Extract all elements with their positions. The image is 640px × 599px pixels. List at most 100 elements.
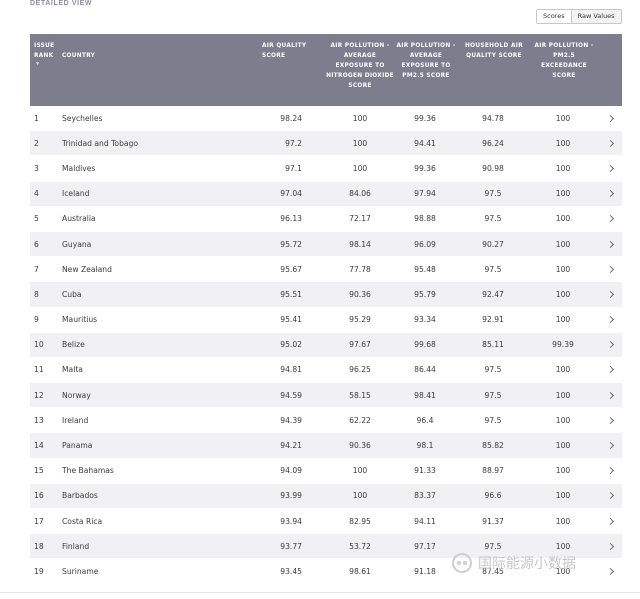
chevron-right-icon[interactable] xyxy=(604,509,616,533)
table-row[interactable]: 12 Norway 94.59 58.15 98.41 97.5 100 xyxy=(30,383,622,409)
table-row[interactable]: 9 Mauritius 95.41 95.29 93.34 92.91 100 xyxy=(30,307,622,333)
table-row[interactable]: 5 Australia 96.13 72.17 98.88 97.5 100 xyxy=(30,206,622,232)
cell-aq: 95.02 xyxy=(280,340,302,350)
cell-house: 85.82 xyxy=(482,441,504,451)
cell-exc: 100 xyxy=(555,516,571,526)
table-row[interactable]: 17 Costa Rica 93.94 82.95 94.11 91.37 100 xyxy=(30,509,622,535)
column-header-no2[interactable]: AIR POLLUTION - AVERAGE EXPOSURE TO NITR… xyxy=(326,43,394,89)
cell-pm: 99.36 xyxy=(414,113,436,123)
table-header: ISSUE RANK ▼ COUNTRY AIR QUALITY SCORE A… xyxy=(30,34,622,106)
cell-house: 94.78 xyxy=(482,113,504,123)
section-title: DETAILED VIEW xyxy=(30,0,93,7)
cell-no2: 98.14 xyxy=(349,239,371,249)
scores-toggle-button[interactable]: Scores xyxy=(537,10,571,23)
cell-country: Panama xyxy=(62,441,93,451)
chevron-right-icon[interactable] xyxy=(604,131,616,155)
column-header-air-quality[interactable]: AIR QUALITY SCORE xyxy=(262,43,307,59)
column-header-household[interactable]: HOUSEHOLD AIR QUALITY SCORE xyxy=(465,43,523,59)
chevron-right-icon[interactable] xyxy=(604,408,616,432)
chevron-right-icon[interactable] xyxy=(604,182,616,206)
cell-rank: 14 xyxy=(34,441,44,451)
chevron-right-icon[interactable] xyxy=(604,358,616,382)
cell-aq: 98.24 xyxy=(280,113,302,123)
table-row[interactable]: 16 Barbados 93.99 100 83.37 96.6 100 xyxy=(30,483,622,509)
cell-rank: 1 xyxy=(34,113,39,123)
chevron-right-icon[interactable] xyxy=(604,433,616,457)
table-row[interactable]: 1 Seychelles 98.24 100 99.36 94.78 100 xyxy=(30,106,622,132)
cell-house: 97.5 xyxy=(484,365,502,375)
cell-pm: 96.09 xyxy=(414,239,436,249)
cell-exc: 100 xyxy=(555,415,571,425)
column-header-pm25[interactable]: AIR POLLUTION - AVERAGE EXPOSURE TO PM2.… xyxy=(396,43,456,79)
cell-country: Maldives xyxy=(62,163,96,173)
table-row[interactable]: 2 Trinidad and Tobago 97.2 100 94.41 96.24 100 xyxy=(30,131,622,157)
chevron-right-icon[interactable] xyxy=(604,232,616,256)
column-header-exceedance[interactable]: AIR POLLUTION - PM2.5 EXCEEDANCE SCORE xyxy=(534,43,594,79)
cell-house: 91.37 xyxy=(482,516,504,526)
table-row[interactable]: 15 The Bahamas 94.09 100 91.33 88.97 100 xyxy=(30,458,622,484)
cell-exc: 100 xyxy=(555,214,571,224)
cell-exc: 100 xyxy=(555,113,571,123)
cell-rank: 13 xyxy=(34,415,44,425)
chevron-right-icon[interactable] xyxy=(604,308,616,332)
chevron-right-icon[interactable] xyxy=(604,282,616,306)
chevron-right-icon[interactable] xyxy=(604,459,616,483)
cell-pm: 97.94 xyxy=(414,189,436,199)
table-row[interactable]: 3 Maldives 97.1 100 99.36 90.98 100 xyxy=(30,156,622,182)
cell-exc: 100 xyxy=(555,441,571,451)
cell-pm: 91.33 xyxy=(414,466,436,476)
table-row[interactable]: 18 Finland 93.77 53.72 97.17 97.5 100 xyxy=(30,534,622,560)
cell-no2: 90.36 xyxy=(349,441,371,451)
chevron-right-icon[interactable] xyxy=(604,333,616,357)
cell-house: 90.98 xyxy=(482,163,504,173)
table-row[interactable]: 8 Cuba 95.51 90.36 95.79 92.47 100 xyxy=(30,282,622,308)
cell-country: Norway xyxy=(62,390,91,400)
cell-exc: 99.39 xyxy=(552,340,574,350)
cell-exc: 100 xyxy=(555,163,571,173)
cell-rank: 18 xyxy=(34,541,44,551)
cell-country: The Bahamas xyxy=(62,466,114,476)
cell-no2: 90.36 xyxy=(349,289,371,299)
chevron-right-icon[interactable] xyxy=(604,106,616,130)
table-row[interactable]: 7 New Zealand 95.67 77.78 95.48 97.5 100 xyxy=(30,257,622,283)
cell-country: Guyana xyxy=(62,239,92,249)
cell-country: Finland xyxy=(62,541,90,551)
chevron-right-icon[interactable] xyxy=(604,559,616,583)
table-row[interactable]: 11 Malta 94.81 96.25 86.44 97.5 100 xyxy=(30,357,622,384)
table-row[interactable]: 6 Guyana 95.72 98.14 96.09 90.27 100 xyxy=(30,231,622,258)
cell-house: 96.24 xyxy=(482,138,504,148)
cell-aq: 97.2 xyxy=(285,138,302,148)
cell-house: 96.6 xyxy=(484,491,502,501)
cell-pm: 86.44 xyxy=(414,365,436,375)
cell-country: Barbados xyxy=(62,491,98,501)
table-row[interactable]: 13 Ireland 94.39 62.22 96.4 97.5 100 xyxy=(30,408,622,434)
cell-country: Ireland xyxy=(62,415,89,425)
cell-no2: 100 xyxy=(352,113,368,123)
table-row[interactable]: 10 Belize 95.02 97.67 99.68 85.11 99.39 xyxy=(30,332,622,358)
cell-house: 97.5 xyxy=(484,214,502,224)
raw-values-toggle-button[interactable]: Raw Values xyxy=(570,10,621,23)
cell-pm: 95.79 xyxy=(414,289,436,299)
cell-pm: 94.41 xyxy=(414,138,436,148)
cell-aq: 93.94 xyxy=(280,516,302,526)
column-header-country[interactable]: COUNTRY xyxy=(62,53,96,59)
cell-pm: 99.36 xyxy=(414,163,436,173)
chevron-right-icon[interactable] xyxy=(604,534,616,558)
chevron-right-icon[interactable] xyxy=(604,207,616,231)
table-row[interactable]: 4 Iceland 97.04 84.06 97.94 97.5 100 xyxy=(30,181,622,207)
cell-house: 97.5 xyxy=(484,390,502,400)
cell-rank: 11 xyxy=(34,365,44,375)
sort-desc-icon[interactable]: ▼ xyxy=(35,61,40,67)
chevron-right-icon[interactable] xyxy=(604,383,616,407)
table-row[interactable]: 19 Suriname 93.45 98.61 91.18 87.45 100 xyxy=(30,559,622,585)
chevron-right-icon[interactable] xyxy=(604,257,616,281)
chevron-right-icon[interactable] xyxy=(604,156,616,180)
chevron-right-icon[interactable] xyxy=(604,484,616,508)
column-header-rank[interactable]: ISSUE RANK xyxy=(34,43,55,59)
table-row[interactable]: 14 Panama 94.21 90.36 98.1 85.82 100 xyxy=(30,433,622,459)
table-body: 1 Seychelles 98.24 100 99.36 94.78 100 2 Trinida… xyxy=(30,106,622,585)
cell-no2: 100 xyxy=(352,138,368,148)
cell-no2: 95.29 xyxy=(349,315,371,325)
cell-aq: 95.41 xyxy=(280,315,302,325)
cell-no2: 96.25 xyxy=(349,365,371,375)
